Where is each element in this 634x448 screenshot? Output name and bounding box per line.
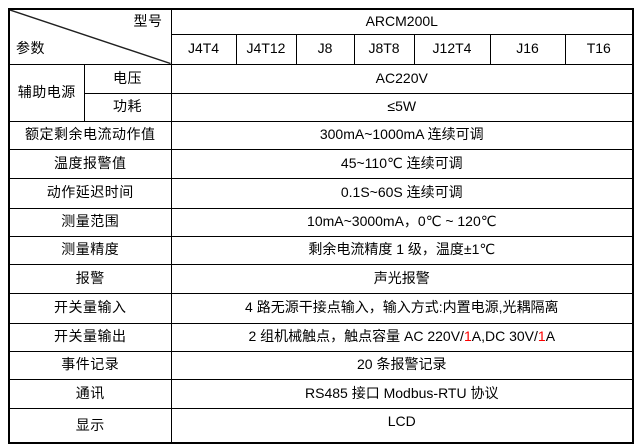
- communication-label: 通讯: [8, 378, 172, 409]
- communication-value: RS485 接口 Modbus-RTU 协议: [170, 378, 634, 409]
- switch-output-text-suffix: A: [545, 328, 556, 345]
- switch-output-red-1a-ac: 1: [463, 328, 472, 345]
- variant-cell-j4t12: J4T12: [235, 33, 297, 65]
- measuring-accuracy-value: 剩余电流精度 1 级，温度±1℃: [170, 235, 634, 265]
- corner-label-model: 型号: [133, 13, 163, 29]
- switch-input-label: 开关量输入: [8, 292, 172, 324]
- switch-output-label: 开关量输出: [8, 322, 172, 352]
- event-record-label: 事件记录: [8, 350, 172, 380]
- switch-output-red-1a-dc: 1: [537, 328, 546, 345]
- switch-output-text-prefix: 2 组机械触点，触点容量 AC 220V/: [248, 328, 464, 345]
- temperature-alarm-value: 45~110℃ 连续可调: [170, 148, 634, 179]
- aux-power-label: 辅助电源: [8, 63, 85, 122]
- diagonal-divider-line: [10, 10, 171, 64]
- display-value: LCD: [170, 407, 634, 444]
- model-name-cell: ARCM200L: [170, 8, 634, 35]
- variant-cell-j16: J16: [489, 33, 566, 65]
- measuring-range-value: 10mA~3000mA，0℃ ~ 120℃: [170, 207, 634, 237]
- variant-cell-j8: J8: [295, 33, 355, 65]
- measuring-range-label: 测量范围: [8, 207, 172, 237]
- measuring-accuracy-label: 测量精度: [8, 235, 172, 265]
- voltage-label: 电压: [83, 63, 172, 94]
- variant-cell-j8t8: J8T8: [353, 33, 415, 65]
- switch-output-value: 2 组机械触点，触点容量 AC 220V/1A,DC 30V/1A: [170, 322, 634, 352]
- event-record-value: 20 条报警记录: [170, 350, 634, 380]
- variant-cell-t16: T16: [564, 33, 634, 65]
- corner-label-parameter: 参数: [16, 40, 45, 57]
- alarm-label: 报警: [8, 263, 172, 294]
- rated-residual-current-value: 300mA~1000mA 连续可调: [170, 120, 634, 150]
- alarm-value: 声光报警: [170, 263, 634, 294]
- display-label: 显示: [8, 407, 172, 444]
- corner-cell: 型号 参数: [8, 8, 172, 65]
- voltage-value: AC220V: [170, 63, 634, 94]
- switch-input-value: 4 路无源干接点输入，输入方式:内置电源,光耦隔离: [170, 292, 634, 324]
- rated-residual-current-label: 额定剩余电流动作值: [8, 120, 172, 150]
- power-consumption-label: 功耗: [83, 92, 172, 122]
- switch-output-text-mid: A,DC 30V/: [471, 328, 538, 345]
- variant-cell-j12t4: J12T4: [413, 33, 491, 65]
- spec-table: 型号 参数 ARCM200L J4T4 J4T12 J8 J8T8 J12T4 …: [8, 8, 634, 444]
- power-consumption-value: ≤5W: [170, 92, 634, 122]
- temperature-alarm-label: 温度报警值: [8, 148, 172, 179]
- action-delay-label: 动作延迟时间: [8, 177, 172, 209]
- variant-cell-j4t4: J4T4: [170, 33, 237, 65]
- action-delay-value: 0.1S~60S 连续可调: [170, 177, 634, 209]
